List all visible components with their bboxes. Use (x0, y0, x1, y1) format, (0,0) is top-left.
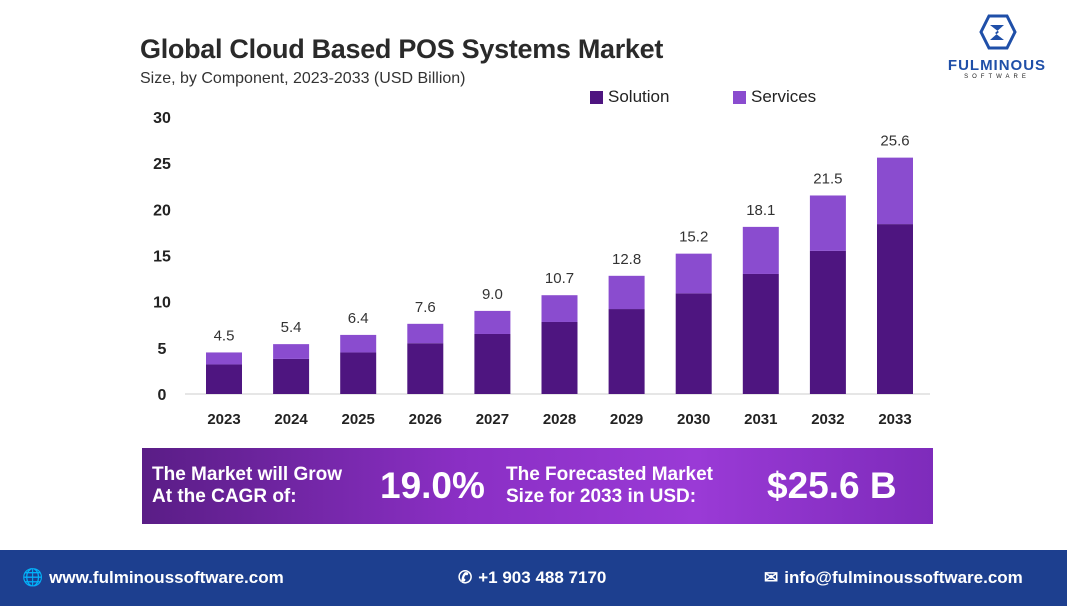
legend-solution: Solution (590, 87, 669, 107)
footer-website[interactable]: 🌐 www.fulminoussoftware.com (22, 568, 284, 588)
data-label: 12.8 (612, 251, 641, 268)
data-label: 15.2 (679, 229, 708, 246)
y-tick-label: 20 (153, 202, 171, 219)
legend-label: Solution (608, 87, 670, 106)
bar-solution (675, 293, 712, 394)
bar-solution (608, 309, 645, 394)
chart-title: Global Cloud Based POS Systems Market (140, 34, 664, 64)
size-label-line: The Forecasted Market (506, 464, 713, 485)
x-tick-label: 2024 (274, 411, 308, 428)
y-tick-label: 25 (153, 156, 171, 173)
data-label: 6.4 (348, 310, 369, 327)
bar-services (273, 344, 310, 359)
x-tick-label: 2025 (342, 411, 375, 428)
bar-services (742, 226, 779, 274)
y-tick-label: 0 (158, 387, 167, 404)
bar-solution (877, 224, 913, 394)
size-label-line: Size for 2033 in USD: (506, 486, 697, 507)
x-tick-label: 2032 (811, 411, 844, 428)
phone-link[interactable]: +1 903 488 7170 (478, 568, 607, 587)
bar-services (407, 323, 444, 344)
logo-name: FULMINOUS (947, 57, 1047, 74)
y-tick-label: 15 (153, 249, 171, 266)
bar-services (675, 253, 712, 294)
x-tick-label: 2027 (476, 411, 509, 428)
cagr-banner: The Market will Grow At the CAGR of: 19.0… (142, 448, 933, 524)
data-label: 21.5 (813, 170, 842, 187)
chart-subtitle: Size, by Component, 2023-2033 (USD Billi… (140, 70, 466, 87)
size-label: The Forecasted Market Size for 2033 in US… (506, 464, 713, 508)
footer-phone[interactable]: ✆ +1 903 488 7170 (458, 568, 606, 588)
bar-services (541, 295, 578, 322)
bar-solution (809, 250, 846, 394)
x-tick-label: 2026 (409, 411, 442, 428)
x-tick-label: 2030 (677, 411, 710, 428)
y-tick-label: 10 (153, 295, 171, 312)
logo: FULMINOUS SOFTWARE (942, 12, 1052, 80)
legend-services: Services (733, 87, 816, 107)
globe-icon: 🌐 (22, 568, 44, 587)
x-tick-label: 2023 (207, 411, 240, 428)
y-tick-label: 5 (158, 341, 167, 358)
bar-services (340, 334, 377, 353)
logo-sub: SOFTWARE (964, 74, 1030, 80)
phone-icon: ✆ (458, 568, 473, 587)
legend-label: Services (751, 87, 817, 106)
bar-chart: 0510152025304.520235.420246.420257.62026… (153, 110, 930, 428)
bar-solution (206, 364, 242, 394)
x-tick-label: 2029 (610, 411, 643, 428)
x-tick-label: 2031 (744, 411, 777, 428)
data-label: 5.4 (281, 319, 302, 336)
bar-services (206, 352, 242, 365)
y-tick-label: 30 (153, 110, 171, 127)
cagr-label-line: The Market will Grow (152, 464, 343, 485)
cagr-value: 19.0% (380, 465, 485, 506)
bar-solution (407, 343, 444, 394)
website-link[interactable]: www.fulminoussoftware.com (49, 568, 284, 587)
bar-solution (474, 333, 511, 394)
footer: 🌐 www.fulminoussoftware.com ✆ +1 903 488 7… (0, 550, 1067, 606)
cagr-label: The Market will Grow At the CAGR of: (152, 464, 342, 508)
x-tick-label: 2033 (878, 411, 911, 428)
bar-solution (742, 273, 779, 394)
data-label: 25.6 (880, 133, 909, 150)
data-label: 10.7 (545, 270, 574, 287)
logo-icon (979, 14, 1017, 50)
bar-services (877, 157, 913, 225)
bar-services (608, 275, 645, 310)
bar-services (474, 310, 511, 334)
data-label: 18.1 (746, 202, 775, 219)
email-link[interactable]: info@fulminoussoftware.com (784, 568, 1023, 587)
footer-email[interactable]: ✉ info@fulminoussoftware.com (764, 568, 1023, 588)
bar-solution (340, 352, 377, 394)
bar-solution (541, 321, 578, 394)
data-label: 4.5 (214, 327, 235, 344)
data-label: 9.0 (482, 286, 503, 303)
mail-icon: ✉ (764, 568, 779, 587)
x-tick-label: 2028 (543, 411, 576, 428)
bar-services (809, 195, 846, 251)
size-value: $25.6 B (767, 465, 897, 506)
cagr-label-line: At the CAGR of: (152, 486, 297, 507)
data-label: 7.6 (415, 299, 436, 316)
bar-solution (273, 358, 310, 394)
